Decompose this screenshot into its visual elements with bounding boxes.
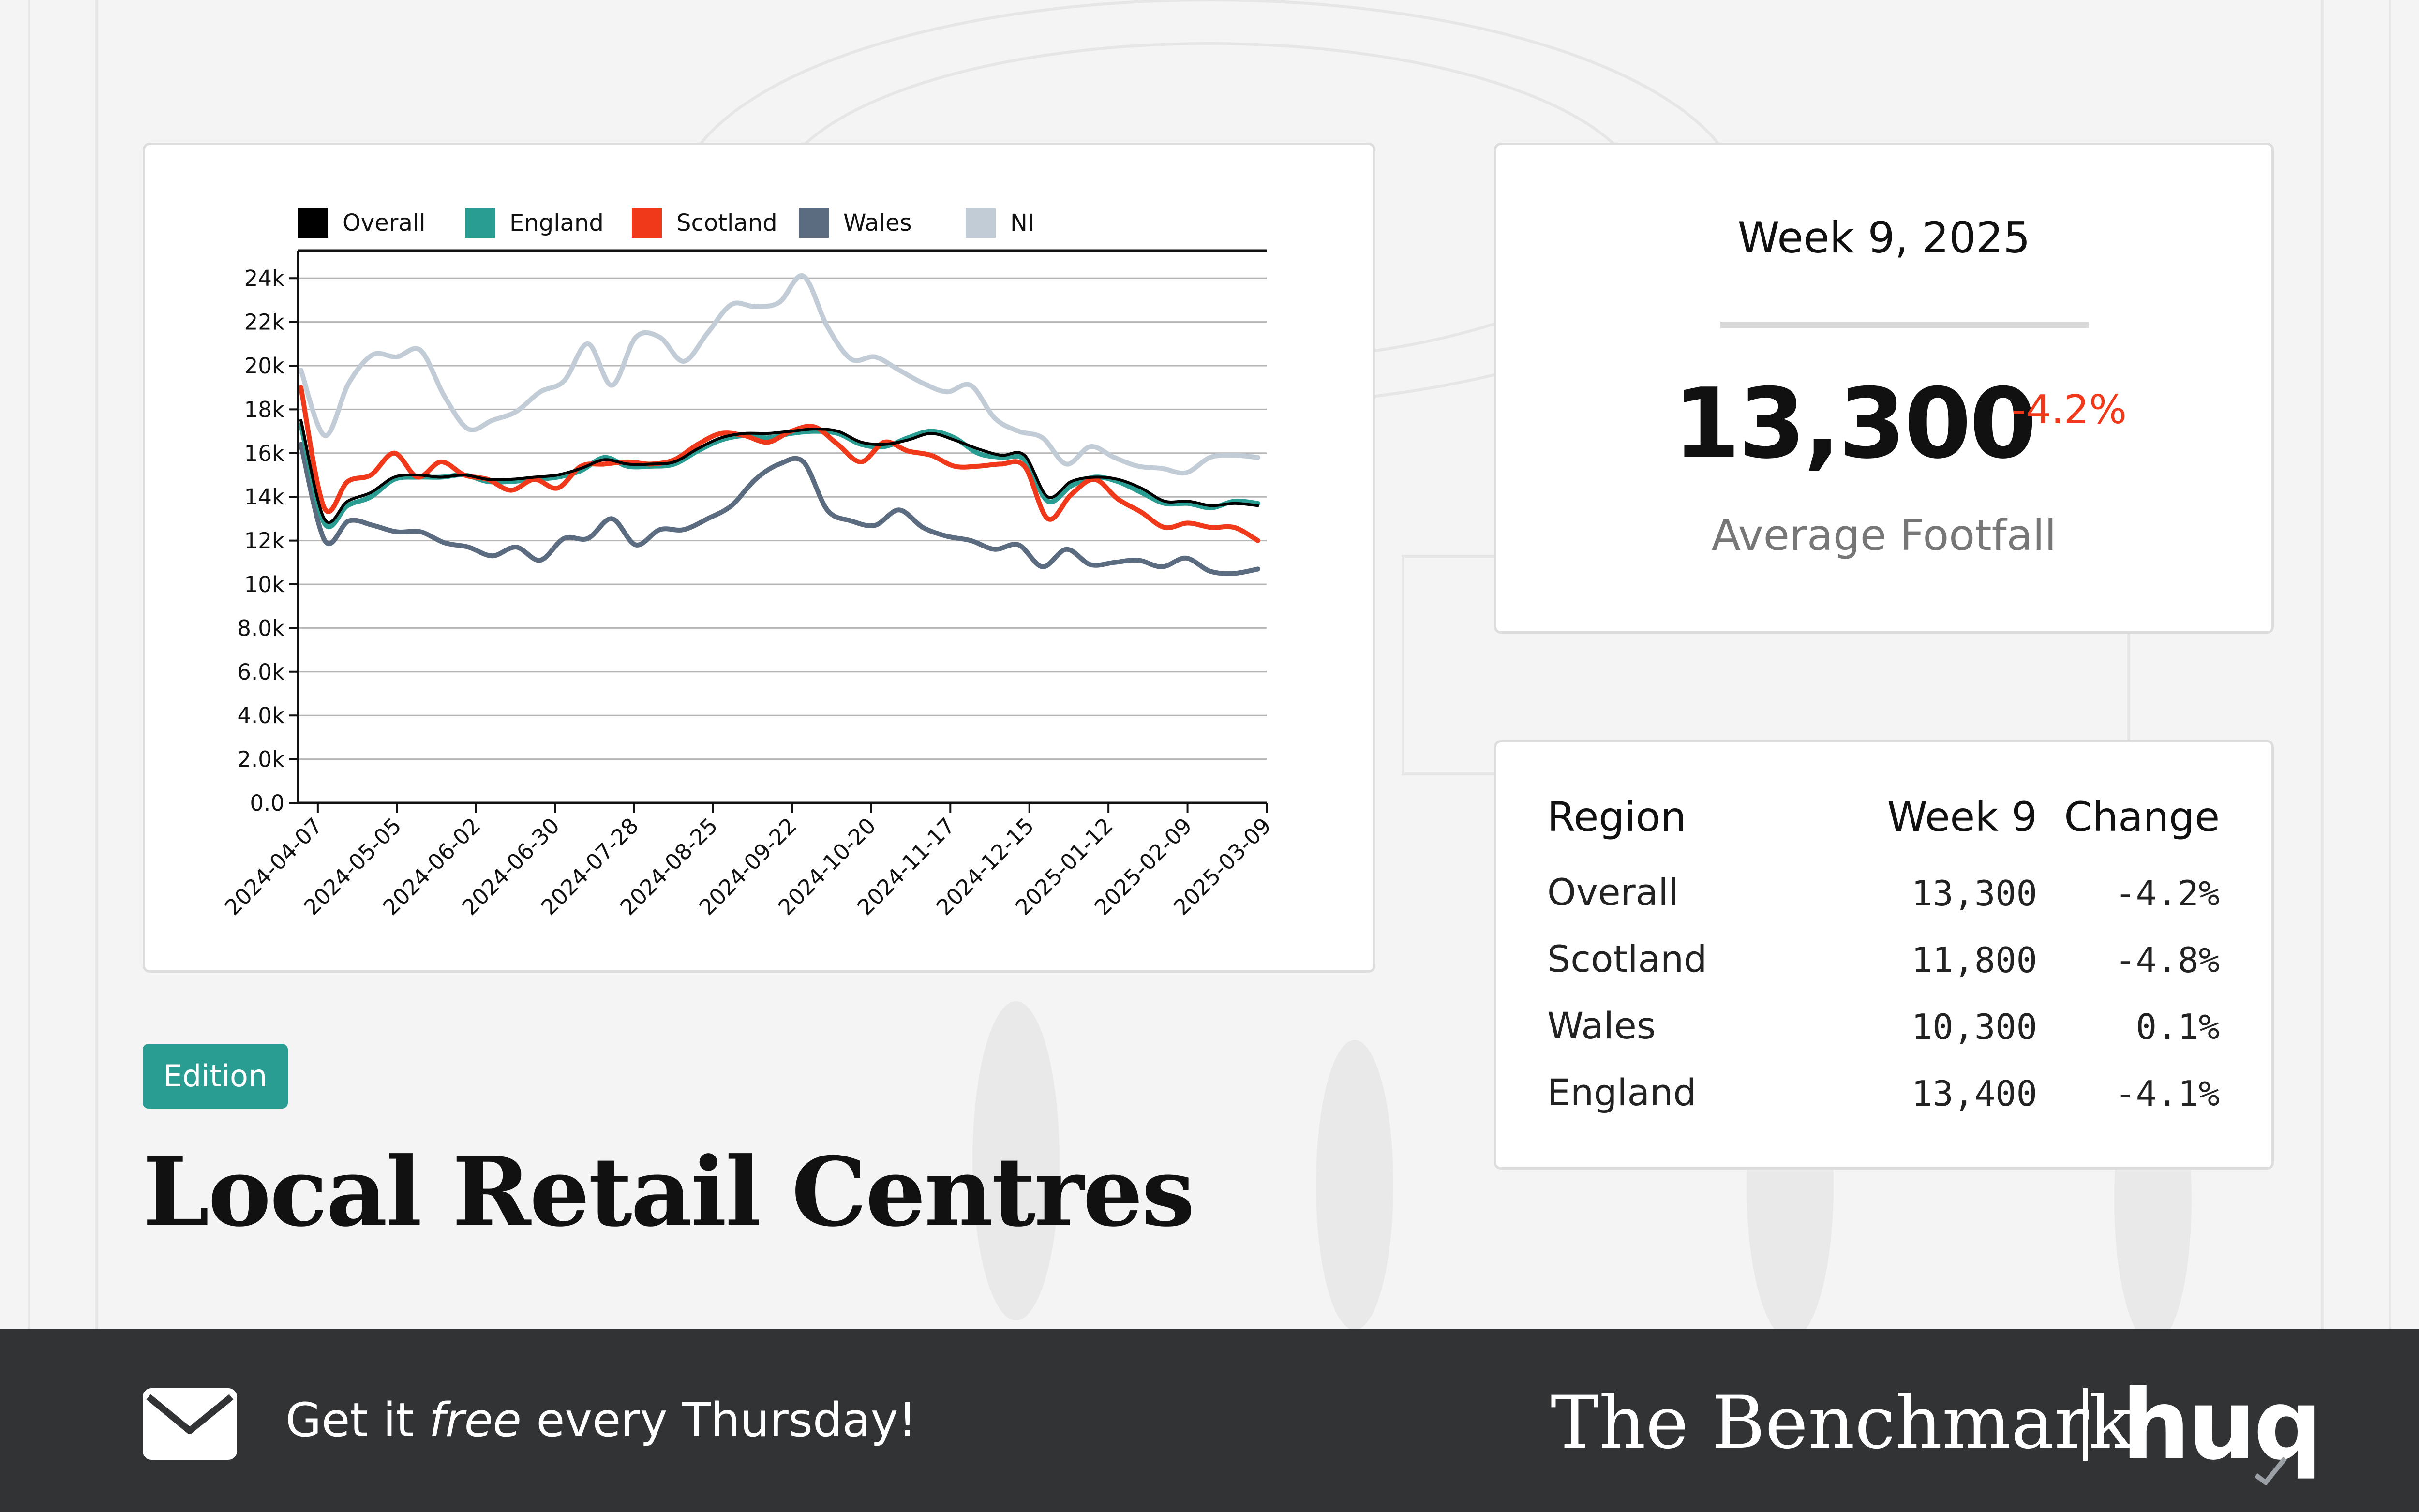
column-header-week: Week 9 (1887, 793, 2037, 841)
table-row-change: 0.1% (2135, 1007, 2220, 1047)
week-label: Week 9, 2025 (1737, 213, 2031, 263)
y-tick-label: 14k (244, 484, 284, 510)
average-footfall-value: 13,300 (1673, 368, 2037, 480)
legend-swatch (632, 208, 662, 238)
y-tick-label: 0.0 (250, 790, 284, 816)
legend-label: Scotland (676, 209, 777, 237)
legend-swatch (465, 208, 495, 238)
legend-swatch (966, 208, 996, 238)
legend-swatch (298, 208, 328, 238)
y-tick-label: 20k (244, 353, 284, 379)
table-row-region: Wales (1547, 1004, 1656, 1047)
divider (1720, 322, 2089, 328)
envelope-icon[interactable] (143, 1388, 237, 1460)
brand-separator (2083, 1388, 2088, 1461)
table-row-change: -4.8% (2115, 940, 2220, 980)
series-line-ni (299, 273, 1260, 476)
huq-logo: huq (2121, 1369, 2323, 1482)
table-row-region: Scotland (1547, 937, 1707, 980)
average-footfall-change: -4.2% (2012, 387, 2127, 433)
subscribe-cta[interactable]: Get it free every Thursday! (285, 1393, 917, 1447)
series-line-wales (299, 442, 1260, 576)
table-row-value: 10,300 (1911, 1007, 2037, 1047)
cta-prefix: Get it (285, 1393, 429, 1447)
average-footfall-label: Average Footfall (1711, 510, 2057, 560)
table-row-value: 11,800 (1911, 940, 2037, 980)
legend-label: Overall (343, 209, 426, 237)
y-tick-label: 10k (244, 572, 284, 597)
series-line-overall (299, 419, 1259, 524)
table-row-region: England (1547, 1071, 1697, 1114)
edition-badge: Edition (143, 1044, 288, 1109)
page-title: Local Retail Centres (143, 1137, 1195, 1248)
y-tick-label: 4.0k (237, 703, 284, 728)
y-tick-label: 24k (244, 266, 284, 291)
legend-label: Wales (843, 209, 912, 237)
table-row-change: -4.1% (2115, 1073, 2220, 1114)
region-table-card: Region Week 9 Change Overall 13,300 -4.2… (1494, 740, 2274, 1170)
table-row-value: 13,400 (1911, 1073, 2037, 1114)
cta-emphasis: free (429, 1393, 522, 1447)
y-tick-label: 2.0k (237, 747, 284, 772)
footfall-chart-card: 0.0 2.0k 4.0k 6.0k 8.0k 10k 12k 14k 16k 18k 20k 22k… (143, 143, 1375, 973)
series-line-scotland (299, 385, 1260, 543)
y-tick-label: 22k (244, 310, 284, 335)
cta-suffix: every Thursday! (521, 1393, 917, 1447)
footer-bar (0, 1329, 2419, 1512)
column-header-change: Change (2064, 793, 2220, 841)
legend-label: England (509, 209, 604, 237)
y-tick-label: 12k (244, 528, 284, 554)
brand-name: The Benchmark (1551, 1381, 2133, 1465)
y-tick-label: 8.0k (237, 615, 284, 641)
y-tick-label: 6.0k (237, 659, 284, 685)
table-row-change: -4.2% (2115, 873, 2220, 914)
region-table: Region Week 9 Change Overall 13,300 -4.2… (1496, 742, 2271, 1167)
logo-tick-icon (2255, 1456, 2287, 1485)
table-row-value: 13,300 (1911, 873, 2037, 914)
week-summary-card: Week 9, 2025 13,300 -4.2% Average Footfa… (1494, 143, 2274, 634)
table-row-region: Overall (1547, 871, 1679, 914)
column-header-region: Region (1547, 793, 1687, 841)
legend-swatch (799, 208, 829, 238)
legend-label: NI (1010, 209, 1034, 237)
y-tick-label: 16k (244, 441, 284, 466)
y-tick-label: 18k (244, 397, 284, 422)
footfall-line-chart: 0.0 2.0k 4.0k 6.0k 8.0k 10k 12k 14k 16k 18k 20k 22k… (220, 208, 1276, 920)
